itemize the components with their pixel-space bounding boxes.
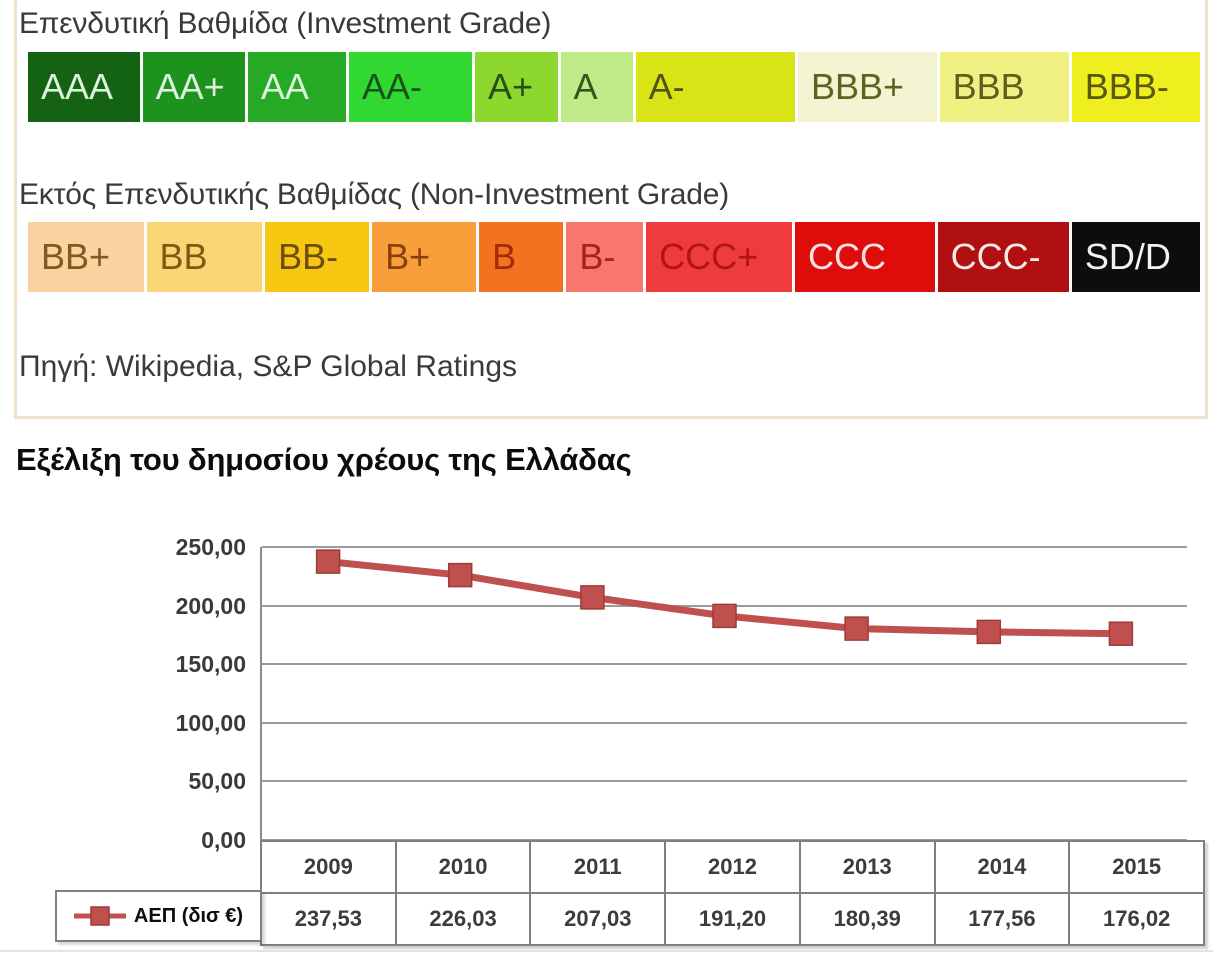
year-header-2014: 2014 [933,842,1069,892]
rating-cell-aa: AA [247,52,346,122]
rating-cell-bbb: BBB [939,52,1069,122]
y-tick-50_00: 50,00 [188,768,246,795]
investment-grade-title: Επενδυτική Βαθμίδα (Investment Grade) [19,7,552,40]
chart-section-title: Εξέλιξη του δημοσίου χρέους της Ελλάδας [16,442,632,477]
data-point-marker [1108,621,1134,646]
rating-cell-a: A+ [474,52,558,122]
year-header-2012: 2012 [664,842,799,892]
value-cell-2015: 176,02 [1068,894,1203,944]
y-tick-250_00: 250,00 [175,534,246,560]
rating-cell-ccc: CCC [795,222,935,292]
y-tick-150_00: 150,00 [175,651,246,678]
ratings-scale-panel: Επενδυτική Βαθμίδα (Investment Grade) AA… [14,0,1208,419]
data-point-marker [315,549,341,574]
year-header-2009: 2009 [303,854,353,879]
chart-data-table: 2009 2010 2011 2012 2013 2014 2015 237,53 226,0… [260,840,1205,946]
non-investment-grade-band: BB+ BB BB- B+ B B- CCC+ CCC CCC- SD/D [28,222,1200,292]
data-point-marker [712,603,737,629]
series-marker-icon [73,906,126,926]
legend-series-label: ΑΕΠ (δισ €) [133,904,244,927]
value-cell-2011: 207,03 [529,894,664,944]
year-header-2011: 2011 [529,842,664,892]
rating-cell-aa: AA+ [142,52,245,122]
series-line [315,549,1134,646]
gridline [262,546,1187,548]
year-header-row: 2009 2010 2011 2012 2013 2014 2015 [262,842,1203,894]
line-chart-plot-area [260,546,1187,841]
rating-cell-ccc: CCC+ [646,222,793,292]
y-tick-0_00: 0,00 [201,827,246,853]
gridline [262,780,1187,783]
rating-cell-bbb: BBB- [1071,52,1200,122]
value-cell-2013: 180,39 [798,894,934,944]
investment-grade-band: AAA AA+ AA AA- A+ A A- BBB+ BBB BBB- [28,52,1200,122]
value-cell-2012: 191,20 [664,894,799,944]
rating-cell-aaa: AAA [28,52,140,122]
rating-cell-a: A [560,52,633,122]
source-note: Πηγή: Wikipedia, S&P Global Ratings [19,350,518,383]
rating-cell-bbb: BBB+ [797,52,937,122]
legend-cell: ΑΕΠ (δισ €) [55,890,262,942]
rating-cell-bb: BB [146,222,263,292]
gridline [262,721,1187,724]
gridline [262,663,1187,666]
year-header-2015: 2015 [1068,842,1203,892]
rating-cell-bb: BB- [265,222,370,292]
rating-cell-sdd: SD/D [1071,222,1200,292]
rating-cell-a: A- [635,52,795,122]
year-header-2010: 2010 [394,842,530,892]
rating-cell-b: B- [566,222,644,292]
value-cell-2009: 237,53 [294,906,362,931]
bottom-divider [0,950,1213,952]
y-tick-200_00: 200,00 [175,592,246,619]
non-investment-grade-title: Εκτός Επενδυτικής Βαθμίδας (Non-Investme… [19,178,729,211]
rating-cell-ccc: CCC- [937,222,1069,292]
data-point-marker [580,585,605,610]
year-header-2013: 2013 [798,842,934,892]
data-point-marker [844,616,869,641]
value-row: 237,53 226,03 207,03 191,20 180,39 177,56 176,… [262,894,1203,944]
rating-cell-b: B+ [372,222,477,292]
data-point-marker [976,619,1002,645]
rating-cell-bb: BB+ [28,222,144,292]
value-cell-2014: 177,56 [933,894,1069,944]
rating-cell-aa: AA- [348,52,472,122]
y-tick-100_00: 100,00 [175,709,246,736]
data-point-marker [447,562,473,588]
value-cell-2010: 226,03 [394,894,530,944]
rating-cell-b: B [479,222,564,292]
